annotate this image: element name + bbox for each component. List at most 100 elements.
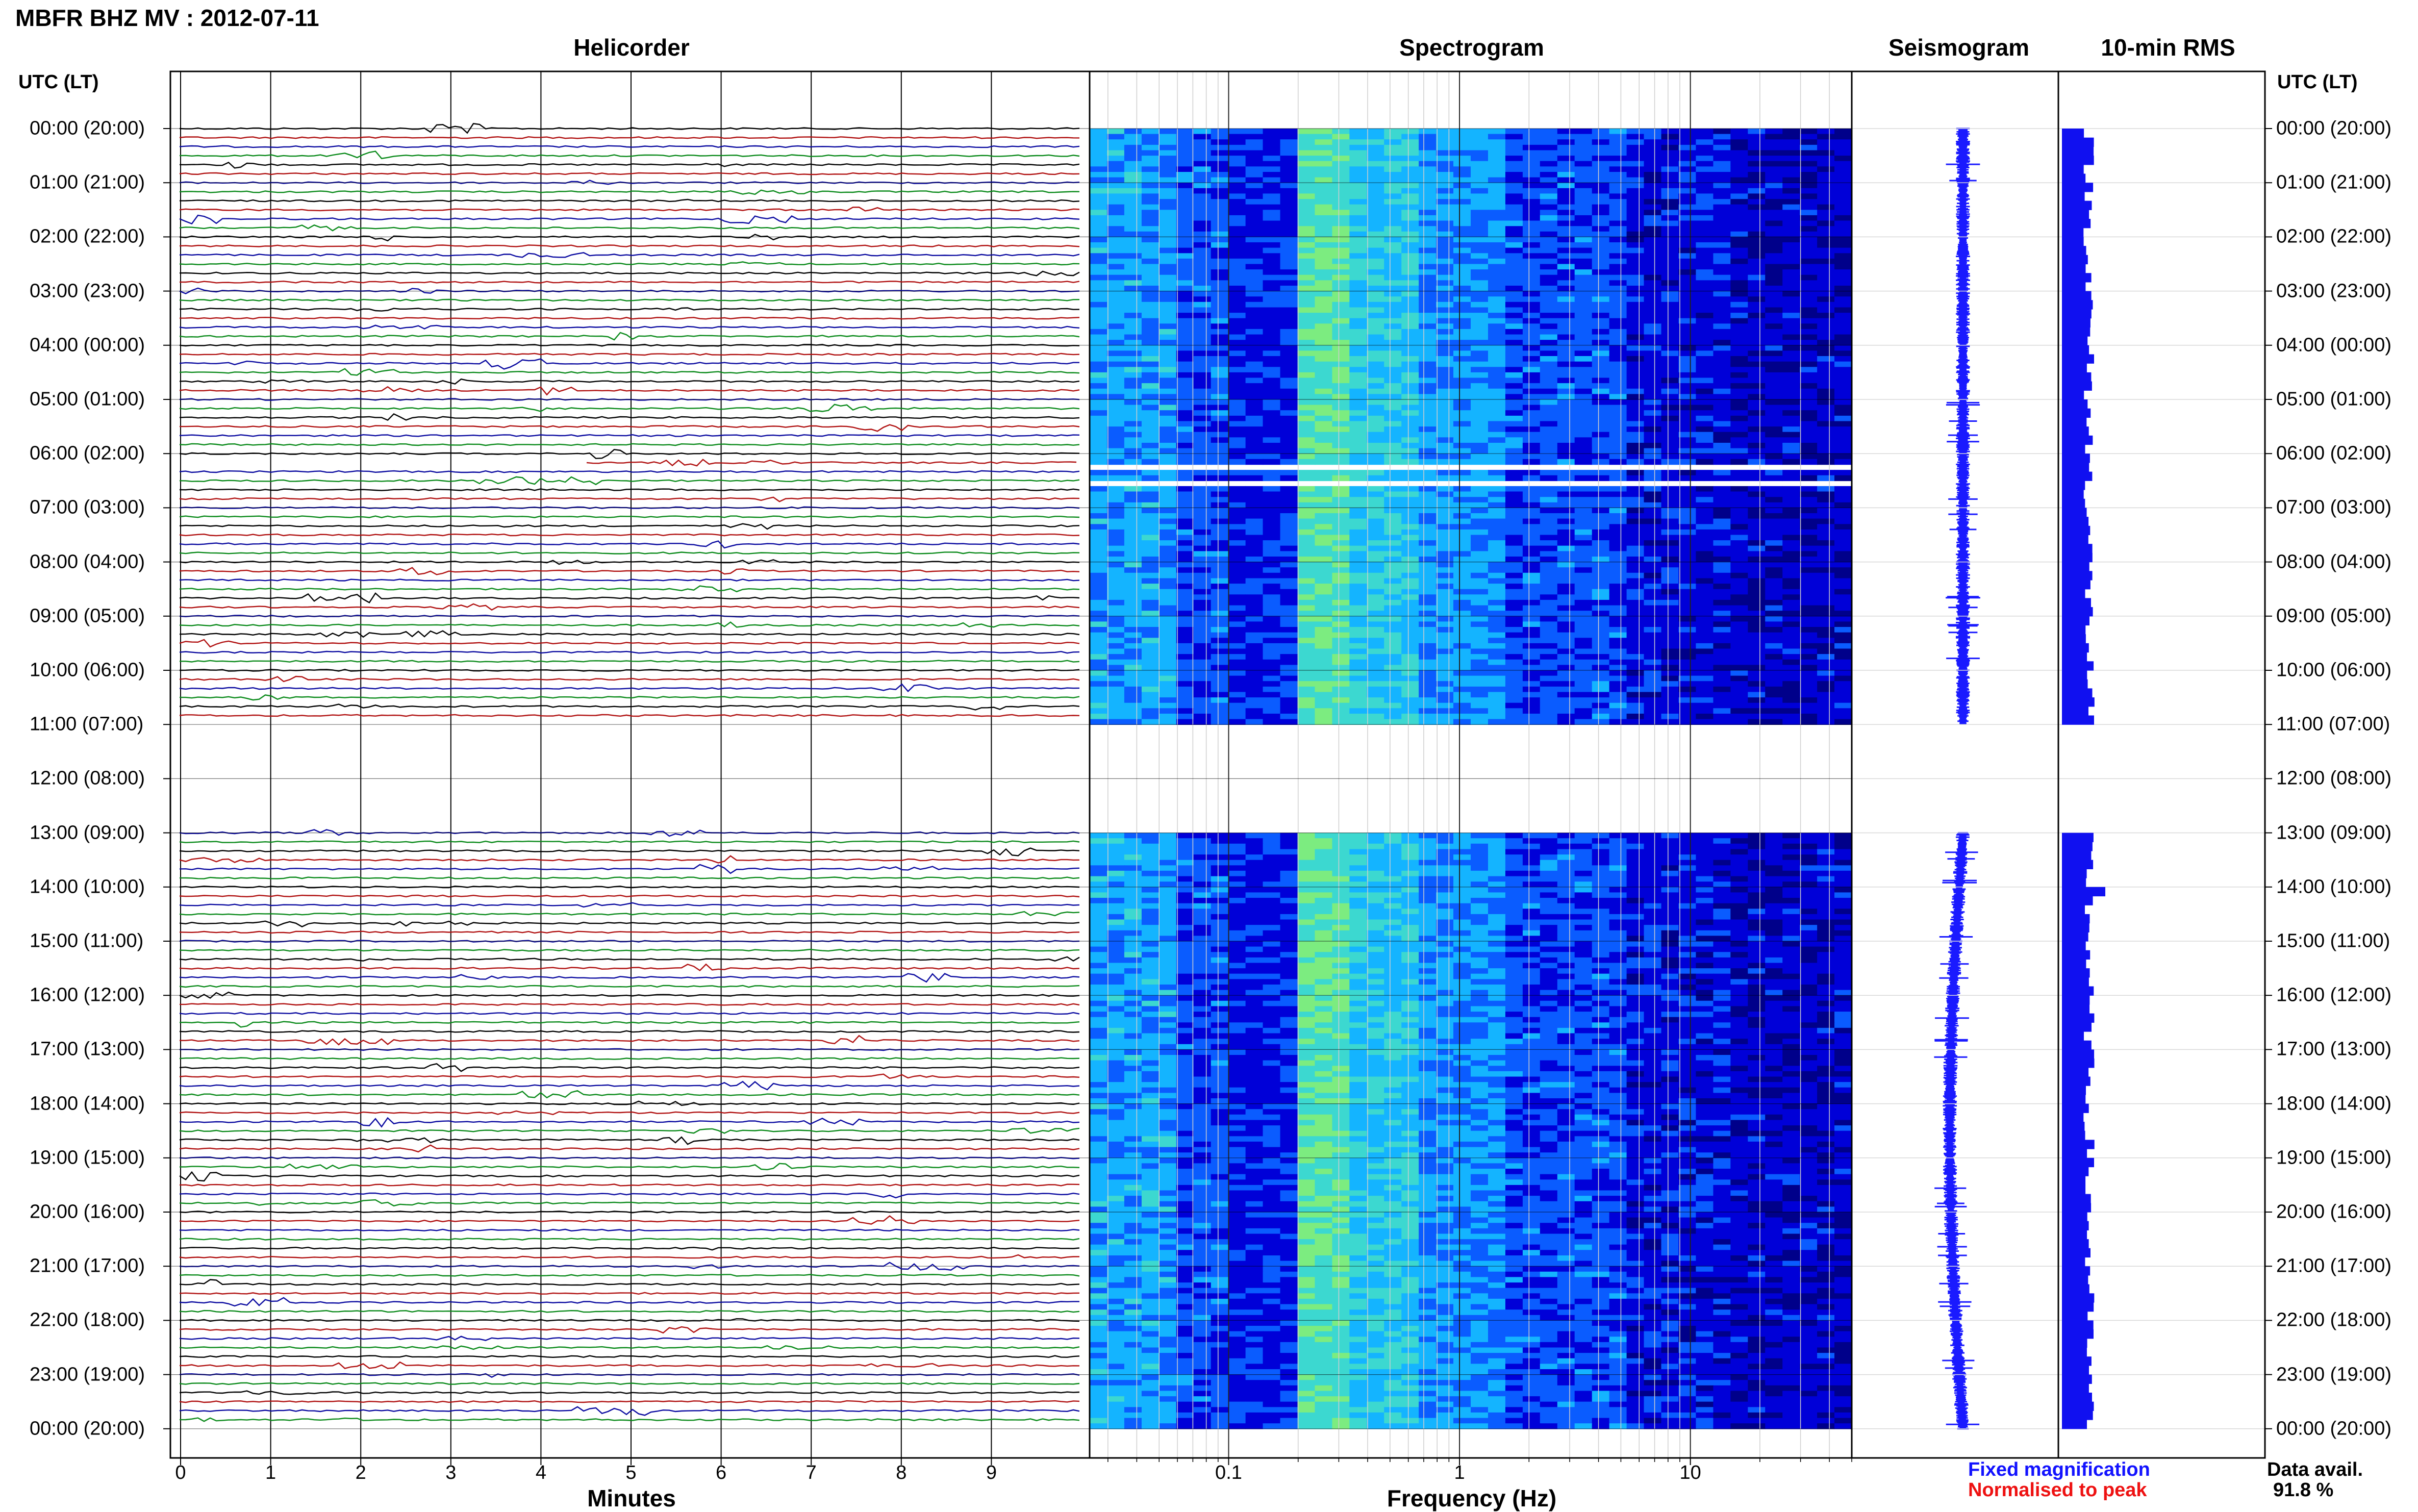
spectrogram-cell bbox=[1384, 611, 1402, 616]
spectrogram-cell bbox=[1696, 638, 1714, 643]
spectrogram-cell bbox=[1696, 459, 1714, 465]
spectrogram-cell bbox=[1453, 275, 1471, 281]
spectrogram-cell bbox=[1401, 313, 1419, 318]
spectrogram-cell bbox=[1436, 166, 1454, 172]
spectrogram-cell bbox=[1124, 502, 1142, 508]
spectrogram-cell bbox=[1765, 589, 1783, 595]
spectrogram-cell bbox=[1782, 193, 1800, 199]
spectrogram-cell bbox=[1748, 188, 1766, 194]
spectrogram-cell bbox=[1159, 372, 1177, 378]
spectrogram-cell bbox=[1557, 562, 1575, 568]
spectrogram-cell bbox=[1592, 269, 1610, 275]
spectrogram-cell bbox=[1592, 275, 1610, 281]
spectrogram-cell bbox=[1453, 410, 1471, 416]
spectrogram-cell bbox=[1557, 237, 1575, 242]
spectrogram-cell bbox=[1713, 340, 1731, 345]
spectrogram-cell bbox=[1817, 367, 1835, 372]
spectrogram-cell bbox=[1263, 578, 1281, 584]
spectrogram-cell bbox=[1176, 432, 1194, 438]
spectrogram-cell bbox=[1696, 838, 1714, 844]
spectrogram-cell bbox=[1748, 437, 1766, 443]
spectrogram-cell bbox=[1107, 340, 1125, 345]
spectrogram-cell bbox=[1228, 150, 1246, 156]
spectrogram-cell bbox=[1090, 833, 1107, 839]
spectrogram-cell bbox=[1263, 205, 1281, 210]
spectrogram-cell bbox=[1748, 296, 1766, 302]
spectrogram-cell bbox=[1280, 232, 1298, 237]
spectrogram-cell bbox=[1730, 193, 1748, 199]
spectrogram-cell bbox=[1523, 606, 1541, 611]
spectrogram-cell bbox=[1228, 459, 1246, 465]
spectrogram-cell bbox=[1540, 627, 1558, 633]
spectrogram-cell bbox=[1488, 356, 1506, 362]
spectrogram-cell bbox=[1384, 275, 1402, 281]
spectrogram-cell bbox=[1557, 183, 1575, 188]
spectrogram-cell bbox=[1367, 264, 1384, 270]
spectrogram-cell bbox=[1644, 172, 1662, 178]
spectrogram-cell bbox=[1332, 676, 1350, 682]
spectrogram-cell bbox=[1453, 378, 1471, 384]
spectrogram-cell bbox=[1730, 383, 1748, 389]
spectrogram-cell bbox=[1661, 205, 1679, 210]
spectrogram-cell bbox=[1661, 584, 1679, 589]
spectrogram-cell bbox=[1367, 362, 1384, 367]
spectrogram-cell bbox=[1419, 350, 1437, 356]
spectrogram-cell bbox=[1817, 264, 1835, 270]
spectrogram-cell bbox=[1800, 161, 1818, 167]
spectrogram-cell bbox=[1090, 611, 1107, 616]
spectrogram-cell bbox=[1332, 237, 1350, 242]
spectrogram-cell bbox=[1575, 546, 1593, 551]
spectrogram-cell bbox=[1453, 248, 1471, 254]
spectrogram-cell bbox=[1332, 670, 1350, 676]
spectrogram-cell bbox=[1453, 606, 1471, 611]
spectrogram-cell bbox=[1453, 291, 1471, 297]
spectrogram-cell bbox=[1679, 681, 1697, 687]
spectrogram-cell bbox=[1696, 145, 1714, 150]
spectrogram-cell bbox=[1765, 129, 1783, 134]
spectrogram-cell bbox=[1419, 372, 1437, 378]
spectrogram-cell bbox=[1627, 687, 1645, 692]
spectrogram-cell bbox=[1713, 470, 1731, 475]
spectrogram-cell bbox=[1765, 426, 1783, 432]
spectrogram-cell bbox=[1159, 660, 1177, 665]
spectrogram-cell bbox=[1592, 654, 1610, 660]
spectrogram-cell bbox=[1246, 302, 1264, 308]
spectrogram-cell bbox=[1713, 150, 1731, 156]
spectrogram-cell bbox=[1315, 530, 1332, 535]
spectrogram-cell bbox=[1453, 205, 1471, 210]
spectrogram-cell bbox=[1817, 340, 1835, 345]
spectrogram-cell bbox=[1401, 546, 1419, 551]
spectrogram-cell bbox=[1557, 692, 1575, 698]
spectrogram-cell bbox=[1540, 161, 1558, 167]
spectrogram-cell bbox=[1263, 264, 1281, 270]
spectrogram-cell bbox=[1419, 356, 1437, 362]
spectrogram-cell bbox=[1765, 530, 1783, 535]
spectrogram-cell bbox=[1384, 329, 1402, 335]
spectrogram-cell bbox=[1384, 497, 1402, 502]
spectrogram-cell bbox=[1644, 335, 1662, 340]
spectrogram-cell bbox=[1107, 145, 1125, 150]
spectrogram-cell bbox=[1211, 269, 1229, 275]
spectrogram-cell bbox=[1592, 134, 1610, 140]
spectrogram-cell bbox=[1124, 654, 1142, 660]
spectrogram-cell bbox=[1471, 578, 1489, 584]
spectrogram-cell bbox=[1367, 621, 1384, 627]
spectrogram-cell bbox=[1592, 259, 1610, 264]
spectrogram-cell bbox=[1800, 356, 1818, 362]
spectrogram-cell bbox=[1194, 329, 1212, 335]
spectrogram-cell bbox=[1661, 335, 1679, 340]
spectrogram-cell bbox=[1627, 166, 1645, 172]
spectrogram-cell bbox=[1592, 178, 1610, 183]
spectrogram-cell bbox=[1834, 524, 1852, 530]
helicorder-trace bbox=[180, 676, 1079, 682]
spectrogram-cell bbox=[1523, 540, 1541, 546]
spectrogram-cell bbox=[1298, 649, 1316, 654]
spectrogram-cell bbox=[1367, 410, 1384, 416]
spectrogram-cell bbox=[1124, 643, 1142, 649]
spectrogram-cell bbox=[1505, 551, 1523, 557]
spectrogram-cell bbox=[1090, 627, 1107, 633]
spectrogram-cell bbox=[1176, 416, 1194, 421]
spectrogram-cell bbox=[1575, 508, 1593, 513]
spectrogram-cell bbox=[1644, 242, 1662, 248]
spectrogram-cell bbox=[1505, 573, 1523, 578]
